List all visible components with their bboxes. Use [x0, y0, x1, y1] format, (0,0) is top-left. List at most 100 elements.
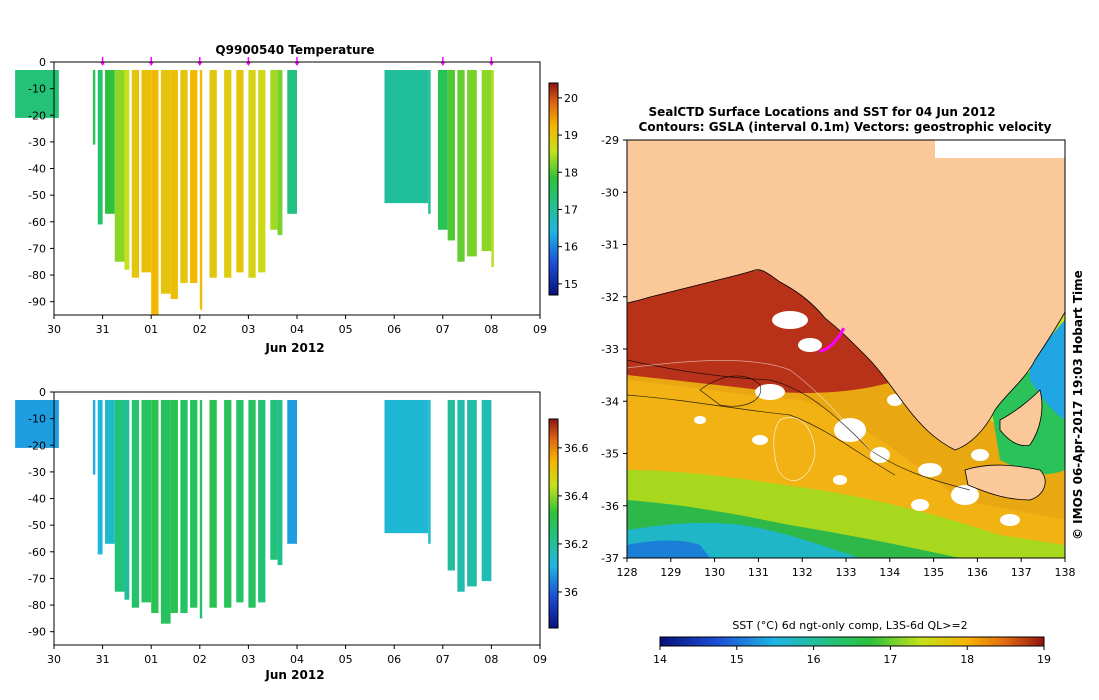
profile-column — [141, 70, 151, 272]
colorbar-tick-label: 17 — [564, 203, 578, 216]
profile-marker-head — [149, 62, 154, 66]
profile-column — [180, 400, 187, 613]
colorbar-tick-label: 36.4 — [564, 490, 589, 503]
profile-column — [428, 70, 430, 214]
profile-column — [482, 400, 492, 581]
x-tick-label: 06 — [387, 323, 401, 336]
profile-marker-head — [440, 62, 445, 66]
x-tick-label: 31 — [96, 323, 110, 336]
y-tick-label: -20 — [28, 439, 46, 452]
colorbar-tick-label: 19 — [564, 129, 578, 142]
profile-column — [270, 400, 277, 560]
profile-marker-head — [197, 62, 202, 66]
profile-column — [151, 70, 158, 315]
profile-marker-head — [246, 62, 251, 66]
sst-colorbar-ticks: 14 15 16 17 18 19 — [653, 646, 1051, 666]
map-title-line1: SealCTD Surface Locations and SST for 04… — [648, 105, 995, 119]
y-tick-label: -80 — [28, 599, 46, 612]
imos-credit: © IMOS 06-Apr-2017 19:03 Hobart Time — [1071, 270, 1085, 540]
profile-column — [448, 400, 455, 570]
map-title-line2: Contours: GSLA (interval 0.1m) Vectors: … — [639, 120, 1052, 134]
map-x-tick-label: 132 — [792, 566, 813, 579]
map-y-tick-label: -30 — [601, 186, 619, 199]
x-tick-label: 03 — [241, 323, 255, 336]
map-x-tick-label: 133 — [836, 566, 857, 579]
x-tick-label: 02 — [193, 323, 207, 336]
profile-column — [171, 70, 178, 299]
sst-colorbar-tick-label: 14 — [653, 653, 667, 666]
temperature-profiles — [15, 70, 494, 315]
profile-column — [151, 400, 158, 613]
salinity-x-ticks: 30 31 01 02 03 04 05 06 07 08 09 — [47, 645, 547, 666]
map-y-ticks: -29-30-31-32-33-34-35-36-37 — [601, 134, 627, 565]
map-field — [627, 140, 1065, 558]
x-tick-label: 30 — [47, 323, 61, 336]
salinity-profiles — [15, 400, 491, 624]
profile-column — [93, 70, 95, 145]
x-tick-label: 01 — [144, 323, 158, 336]
profile-column — [428, 400, 430, 544]
x-tick-label: 03 — [241, 653, 255, 666]
map-x-tick-label: 135 — [923, 566, 944, 579]
profile-marker-head — [489, 62, 494, 66]
profile-column — [200, 70, 202, 310]
x-tick-label: 08 — [484, 323, 498, 336]
profile-column — [93, 400, 95, 475]
profile-column — [438, 70, 448, 230]
map-x-tick-label: 128 — [617, 566, 638, 579]
x-tick-label: 07 — [436, 323, 450, 336]
profile-column — [270, 70, 277, 230]
profile-column — [141, 400, 151, 602]
map-x-tick-label: 131 — [748, 566, 769, 579]
y-tick-label: -80 — [28, 269, 46, 282]
x-tick-label: 04 — [290, 653, 304, 666]
profile-column — [287, 70, 297, 214]
x-tick-label: 01 — [144, 653, 158, 666]
profile-column — [467, 400, 477, 586]
map-x-tick-label: 130 — [704, 566, 725, 579]
map-missing-corner — [935, 140, 1065, 158]
profile-column — [105, 70, 115, 214]
profile-column — [384, 400, 428, 533]
profile-column — [384, 70, 428, 203]
y-tick-label: -70 — [28, 572, 46, 585]
profile-column — [210, 400, 217, 608]
profile-column — [161, 400, 171, 624]
profile-column — [236, 70, 243, 272]
map-y-tick-label: -34 — [601, 395, 619, 408]
y-tick-label: -10 — [28, 83, 46, 96]
map-y-tick-label: -29 — [601, 134, 619, 147]
profile-column — [457, 400, 464, 592]
y-tick-label: -20 — [28, 109, 46, 122]
sst-map: SealCTD Surface Locations and SST for 04… — [601, 105, 1085, 666]
profile-column — [224, 400, 231, 608]
map-x-tick-label: 137 — [1011, 566, 1032, 579]
temperature-section: Q9900540 Temperature 0 -10 -20 -30 -40 -50 -60… — [15, 43, 578, 355]
profile-column — [448, 70, 455, 240]
x-tick-label: 02 — [193, 653, 207, 666]
profile-column — [236, 400, 243, 602]
map-y-tick-label: -33 — [601, 343, 619, 356]
profile-column — [98, 70, 103, 224]
y-tick-label: -30 — [28, 466, 46, 479]
map-x-tick-label: 138 — [1055, 566, 1076, 579]
profile-column — [258, 400, 265, 602]
x-tick-label: 31 — [96, 653, 110, 666]
profile-column — [210, 70, 217, 278]
colorbar-tick-label: 20 — [564, 92, 578, 105]
profile-column — [248, 70, 255, 278]
y-tick-label: -50 — [28, 189, 46, 202]
profile-column — [278, 70, 283, 235]
y-tick-label: -90 — [28, 296, 46, 309]
y-tick-label: -60 — [28, 546, 46, 559]
y-tick-label: -30 — [28, 136, 46, 149]
profile-column — [115, 400, 125, 592]
y-tick-label: -50 — [28, 519, 46, 532]
x-tick-label: 06 — [387, 653, 401, 666]
temperature-colorbar — [549, 83, 558, 295]
sst-colorbar — [660, 637, 1044, 646]
map-x-ticks: 128 129 130 131 132 133 134 135 136 137 138 — [617, 558, 1076, 579]
sst-colorbar-tick-label: 16 — [807, 653, 821, 666]
figure: Q9900540 Temperature 0-10-20-30-40-50-60… — [0, 0, 1099, 700]
y-tick-label: -60 — [28, 216, 46, 229]
